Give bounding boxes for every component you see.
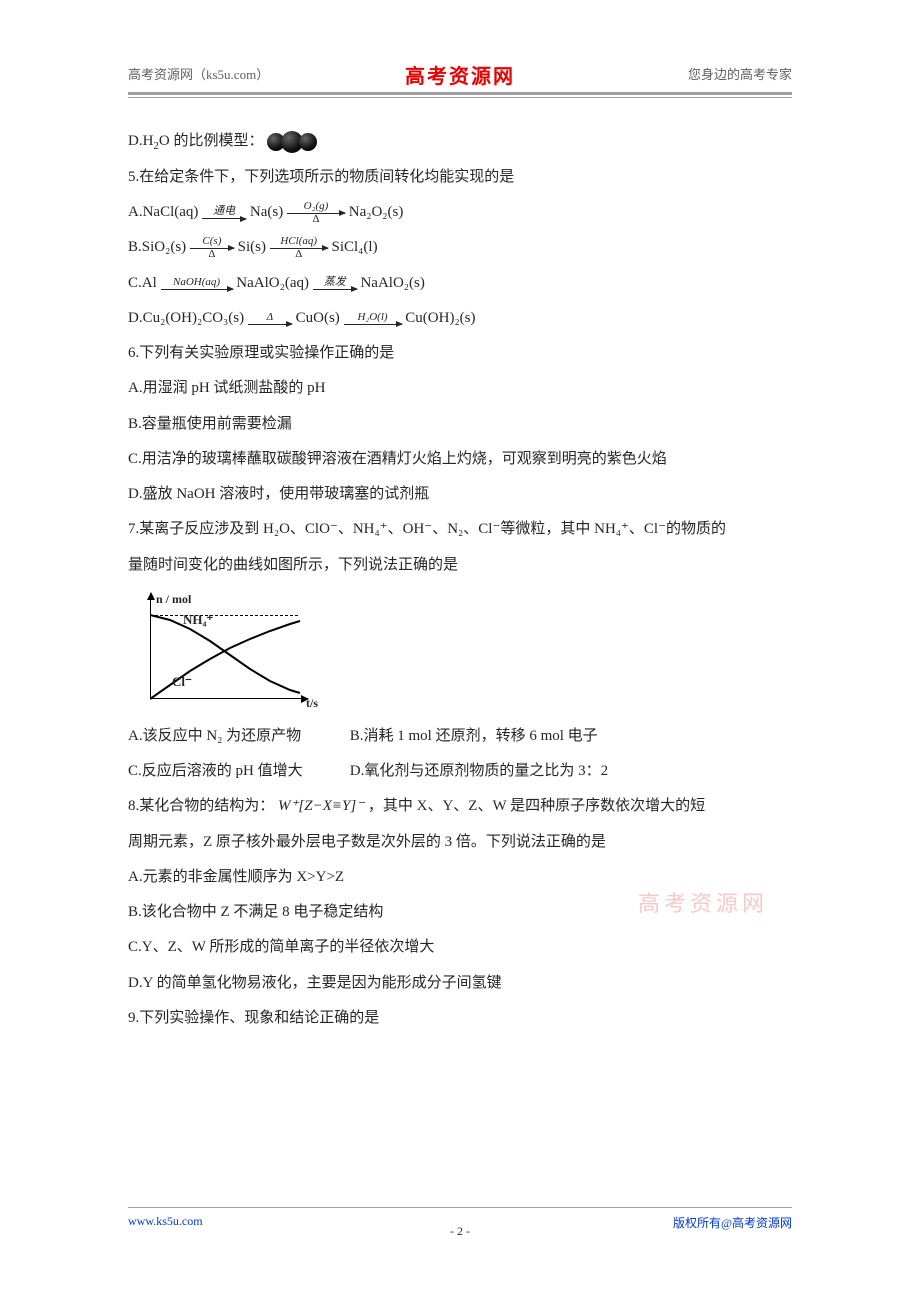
page-footer: www.ks5u.com - 2 - 版权所有@高考资源网	[128, 1207, 792, 1244]
q5a-end: Na₂O₂(s)	[349, 204, 404, 220]
q5a-mid: Na(s)	[250, 204, 283, 220]
q5-option-d: D.Cu₂(OH)₂CO₃(s) Δ CuO(s) H₂O(l) Cu(OH)₂…	[128, 301, 792, 336]
q4d-suffix: O 的比例模型：	[159, 133, 264, 149]
q8-stem-post: ，其中 X、Y、Z、W 是四种原子序数依次增大的短	[368, 798, 705, 814]
q5-stem: 5.在给定条件下，下列选项所示的物质间转化均能实现的是	[128, 160, 792, 195]
q7-option-b: B.消耗 1 mol 还原剂，转移 6 mol 电子	[350, 719, 650, 754]
q5-option-b: B.SiO₂(s) C(s) Δ Si(s) HCl(aq) Δ SiCl₄(l…	[128, 230, 792, 265]
q5d-pre: D.Cu₂(OH)₂CO₃(s)	[128, 310, 244, 326]
chart-label-cl: Cl⁻	[172, 667, 192, 698]
q8-formula: W⁺[Z−X≡Y]⁻	[278, 789, 364, 824]
q6-option-d: D.盛放 NaOH 溶液时，使用带玻璃塞的试剂瓶	[128, 477, 792, 512]
h2o-model-icon	[267, 131, 317, 153]
arrow-icon: O₂(g) Δ	[287, 201, 345, 225]
q7-option-c: C.反应后溶液的 pH 值增大	[128, 754, 346, 789]
q5c-mid: NaAlO₂(aq)	[236, 275, 309, 291]
q8-stem-line1: 8.某化合物的结构为： W⁺[Z−X≡Y]⁻ ，其中 X、Y、Z、W 是四种原子…	[128, 789, 792, 824]
q5-option-a: A.NaCl(aq) 通电 Na(s) O₂(g) Δ Na₂O₂(s)	[128, 195, 792, 230]
footer-rule	[128, 1207, 792, 1208]
header-center-logo: 高考资源网	[405, 60, 515, 89]
q6-option-c: C.用洁净的玻璃棒蘸取碳酸钾溶液在酒精灯火焰上灼烧，可观察到明亮的紫色火焰	[128, 442, 792, 477]
q4-option-d: D.H2O 的比例模型：	[128, 124, 792, 160]
q8-option-a: A.元素的非金属性顺序为 X>Y>Z	[128, 860, 792, 895]
q8-option-d: D.Y 的简单氢化物易液化，主要是因为能形成分子间氢键	[128, 966, 792, 1001]
arrow-icon: Δ	[248, 312, 292, 325]
page-header: 高考资源网（ks5u.com） 高考资源网 您身边的高考专家	[128, 60, 792, 88]
q8-option-c: C.Y、Z、W 所形成的简单离子的半径依次增大	[128, 930, 792, 965]
q8-stem-line2: 周期元素，Z 原子核外最外层电子数是次外层的 3 倍。下列说法正确的是	[128, 825, 792, 860]
q7-stem-line1: 7.某离子反应涉及到 H₂O、ClO⁻、NH₄⁺、OH⁻、N₂、Cl⁻等微粒，其…	[128, 512, 792, 547]
q7-stem-line2: 量随时间变化的曲线如图所示，下列说法正确的是	[128, 548, 792, 583]
q4d-prefix: D.H	[128, 133, 153, 149]
q8-option-b: B.该化合物中 Z 不满足 8 电子稳定结构	[128, 895, 792, 930]
q5-option-c: C.Al NaOH(aq) NaAlO₂(aq) 蒸发 NaAlO₂(s)	[128, 266, 792, 301]
q5d-end: Cu(OH)₂(s)	[405, 310, 475, 326]
q8-stem-pre: 8.某化合物的结构为：	[128, 798, 274, 814]
arrow-icon: H₂O(l)	[344, 312, 402, 325]
q7-options-row2: C.反应后溶液的 pH 值增大 D.氧化剂与还原剂物质的量之比为 3：2	[128, 754, 792, 789]
q5a-pre: A.NaCl(aq)	[128, 204, 198, 220]
content-body: D.H2O 的比例模型： 5.在给定条件下，下列选项所示的物质间转化均能实现的是…	[128, 98, 792, 1036]
footer-right-text: 版权所有@高考资源网	[673, 1214, 792, 1231]
header-right-text: 您身边的高考专家	[688, 64, 792, 83]
q9-stem: 9.下列实验操作、现象和结论正确的是	[128, 1001, 792, 1036]
arrow-icon: 通电	[202, 206, 246, 219]
q7-chart: n / mol t/s NH₄⁺ Cl⁻	[128, 587, 318, 717]
header-left-text: 高考资源网（ks5u.com）	[128, 64, 269, 83]
q7-option-d: D.氧化剂与还原剂物质的量之比为 3：2	[350, 754, 650, 789]
footer-left-link: www.ks5u.com	[128, 1214, 203, 1229]
arrow-icon: HCl(aq) Δ	[270, 236, 328, 260]
q5c-end: NaAlO₂(s)	[360, 275, 424, 291]
footer-page-number: - 2 -	[450, 1224, 470, 1239]
q6-stem: 6.下列有关实验原理或实验操作正确的是	[128, 336, 792, 371]
arrow-icon: NaOH(aq)	[161, 277, 233, 290]
arrow-icon: 蒸发	[313, 277, 357, 290]
q5b-mid: Si(s)	[238, 239, 266, 255]
q7-option-a: A.该反应中 N₂ 为还原产物	[128, 719, 346, 754]
arrow-icon: C(s) Δ	[190, 236, 234, 260]
q5b-end: SiCl₄(l)	[332, 239, 378, 255]
q6-option-b: B.容量瓶使用前需要检漏	[128, 407, 792, 442]
chart-label-nh4: NH₄⁺	[183, 605, 213, 636]
q6-option-a: A.用湿润 pH 试纸测盐酸的 pH	[128, 371, 792, 406]
header-rule-thick	[128, 92, 792, 95]
q7-options-row1: A.该反应中 N₂ 为还原产物 B.消耗 1 mol 还原剂，转移 6 mol …	[128, 719, 792, 754]
q5b-pre: B.SiO₂(s)	[128, 239, 186, 255]
q5c-pre: C.Al	[128, 275, 157, 291]
q5d-mid: CuO(s)	[296, 310, 340, 326]
